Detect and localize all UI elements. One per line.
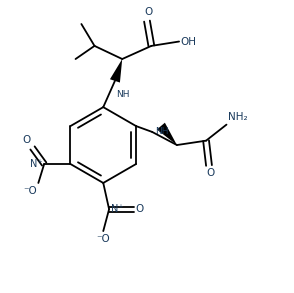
Polygon shape xyxy=(157,123,177,145)
Text: O: O xyxy=(23,135,31,145)
Text: ⁻O: ⁻O xyxy=(96,234,110,244)
Text: O: O xyxy=(144,7,153,17)
Text: ⁻O: ⁻O xyxy=(23,186,37,196)
Text: O: O xyxy=(206,168,215,178)
Text: NH: NH xyxy=(155,127,168,137)
Text: O: O xyxy=(135,204,143,214)
Text: NH: NH xyxy=(116,89,130,98)
Text: N⁺: N⁺ xyxy=(111,204,123,214)
Text: OH: OH xyxy=(181,37,196,47)
Text: NH₂: NH₂ xyxy=(228,112,248,122)
Text: N⁺: N⁺ xyxy=(30,159,43,169)
Polygon shape xyxy=(110,59,122,83)
